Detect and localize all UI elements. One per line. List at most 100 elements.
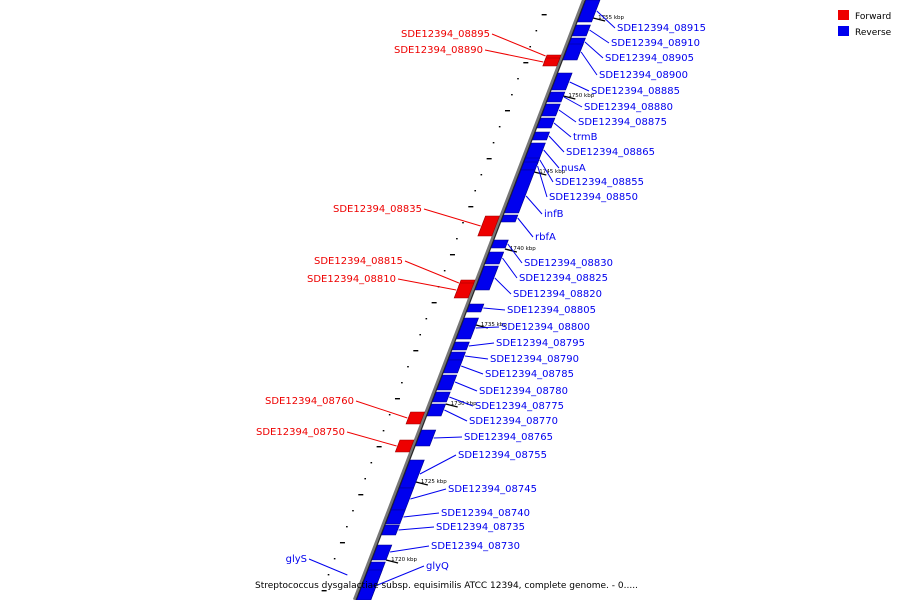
gene-arrow-SDE12394_08875[interactable] bbox=[541, 103, 561, 117]
gene-arrow-SDE12394_08765[interactable] bbox=[415, 429, 437, 447]
gene-label-SDE12394_08735[interactable]: SDE12394_08735 bbox=[398, 522, 525, 533]
gene-arrow-SDE12394_08810[interactable] bbox=[453, 282, 475, 299]
gene-label-SDE12394_08820[interactable]: SDE12394_08820 bbox=[494, 277, 602, 300]
gene-feature-SDE12394_08735[interactable] bbox=[381, 524, 400, 536]
gene-arrow-SDE12394_08820[interactable] bbox=[474, 265, 499, 291]
gene-feature-SDE12394_08770[interactable] bbox=[426, 403, 447, 417]
gene-label-text[interactable]: rbfA bbox=[535, 232, 556, 243]
gene-label-text[interactable]: SDE12394_08865 bbox=[566, 147, 655, 158]
gene-arrow-SDE12394_08915[interactable] bbox=[577, 0, 601, 23]
gene-label-text[interactable]: SDE12394_08760 bbox=[265, 396, 354, 407]
gene-arrow-SDE12394_08730[interactable] bbox=[371, 544, 393, 561]
gene-label-text[interactable]: SDE12394_08775 bbox=[475, 401, 564, 412]
gene-feature-SDE12394_08800[interactable] bbox=[456, 317, 479, 340]
gene-arrow-SDE12394_08890[interactable] bbox=[542, 57, 561, 67]
gene-feature-SDE12394_08760[interactable] bbox=[405, 411, 426, 425]
gene-arrow-SDE12394_08830[interactable] bbox=[490, 239, 509, 249]
gene-label-SDE12394_08755[interactable]: SDE12394_08755 bbox=[419, 450, 547, 475]
gene-feature-SDE12394_08730[interactable] bbox=[371, 544, 393, 561]
gene-label-text[interactable]: SDE12394_08895 bbox=[401, 29, 490, 40]
gene-feature-SDE12394_08790[interactable] bbox=[448, 351, 466, 361]
gene-label-SDE12394_08855[interactable]: SDE12394_08855 bbox=[539, 159, 644, 188]
gene-label-glyQ[interactable]: glyQ bbox=[377, 561, 450, 586]
gene-feature-SDE12394_08780[interactable] bbox=[436, 374, 458, 391]
gene-feature-glyQ[interactable] bbox=[356, 569, 383, 600]
gene-feature-SDE12394_08810[interactable] bbox=[453, 282, 475, 299]
gene-label-text[interactable]: SDE12394_08830 bbox=[524, 258, 613, 269]
gene-label-text[interactable]: nusA bbox=[561, 163, 586, 174]
gene-label-SDE12394_08730[interactable]: SDE12394_08730 bbox=[390, 541, 520, 553]
gene-feature-SDE12394_08890[interactable] bbox=[542, 57, 561, 67]
gene-label-text[interactable]: glyS bbox=[286, 554, 307, 565]
gene-label-SDE12394_08850[interactable]: SDE12394_08850 bbox=[537, 165, 638, 203]
gene-feature-rbfA[interactable] bbox=[500, 214, 519, 223]
gene-label-SDE12394_08910[interactable]: SDE12394_08910 bbox=[589, 29, 700, 49]
gene-arrow-glyQ[interactable] bbox=[356, 569, 383, 600]
gene-arrow-SDE12394_08900[interactable] bbox=[562, 43, 584, 61]
gene-arrow-SDE12394_08790[interactable] bbox=[448, 351, 466, 361]
gene-feature-SDE12394_08765[interactable] bbox=[415, 429, 437, 447]
gene-feature-SDE12394_08835[interactable] bbox=[477, 215, 500, 237]
gene-arrow-SDE12394_08795[interactable] bbox=[451, 341, 470, 351]
gene-feature-SDE12394_08910[interactable] bbox=[571, 24, 591, 37]
gene-feature-SDE12394_08900[interactable] bbox=[562, 43, 584, 61]
gene-arrow-SDE12394_08785[interactable] bbox=[443, 359, 463, 374]
gene-arrow-SDE12394_08800[interactable] bbox=[456, 317, 479, 340]
gene-label-text[interactable]: SDE12394_08770 bbox=[469, 416, 558, 427]
gene-label-SDE12394_08780[interactable]: SDE12394_08780 bbox=[454, 381, 568, 397]
gene-feature-SDE12394_08875[interactable] bbox=[541, 103, 561, 117]
gene-label-text[interactable]: SDE12394_08875 bbox=[578, 117, 667, 128]
gene-label-text[interactable]: SDE12394_08825 bbox=[519, 273, 608, 284]
gene-label-SDE12394_08775[interactable]: SDE12394_08775 bbox=[449, 396, 564, 412]
gene-label-text[interactable]: SDE12394_08795 bbox=[496, 338, 585, 349]
gene-label-text[interactable]: SDE12394_08915 bbox=[617, 23, 706, 34]
gene-label-text[interactable]: SDE12394_08790 bbox=[490, 354, 579, 365]
gene-label-SDE12394_08785[interactable]: SDE12394_08785 bbox=[461, 365, 574, 380]
gene-arrow-SDE12394_08850[interactable] bbox=[520, 161, 539, 171]
gene-label-text[interactable]: SDE12394_08755 bbox=[458, 450, 547, 461]
gene-label-text[interactable]: SDE12394_08885 bbox=[591, 86, 680, 97]
gene-arrow-SDE12394_08910[interactable] bbox=[571, 24, 591, 37]
gene-label-text[interactable]: SDE12394_08820 bbox=[513, 289, 602, 300]
gene-arrow-SDE12394_08760[interactable] bbox=[405, 411, 426, 425]
gene-label-text[interactable]: SDE12394_08910 bbox=[611, 38, 700, 49]
gene-feature-SDE12394_08805[interactable] bbox=[466, 303, 485, 313]
gene-label-text[interactable]: SDE12394_08815 bbox=[314, 256, 403, 267]
gene-label-text[interactable]: SDE12394_08730 bbox=[431, 541, 520, 552]
gene-feature-SDE12394_08850[interactable] bbox=[520, 161, 539, 171]
gene-label-text[interactable]: SDE12394_08750 bbox=[256, 427, 345, 438]
gene-label-text[interactable]: SDE12394_08735 bbox=[436, 522, 525, 533]
gene-label-text[interactable]: SDE12394_08905 bbox=[605, 53, 694, 64]
gene-arrow-SDE12394_08835[interactable] bbox=[477, 215, 500, 237]
gene-label-text[interactable]: SDE12394_08800 bbox=[501, 322, 590, 333]
gene-arrow-SDE12394_08880[interactable] bbox=[546, 91, 566, 103]
gene-label-SDE12394_08815[interactable]: SDE12394_08815 bbox=[314, 256, 460, 284]
gene-arrow-SDE12394_08735[interactable] bbox=[381, 524, 400, 536]
gene-label-SDE12394_08915[interactable]: SDE12394_08915 bbox=[596, 10, 706, 34]
gene-feature-SDE12394_08880[interactable] bbox=[546, 91, 566, 103]
gene-arrow-SDE12394_08770[interactable] bbox=[426, 403, 447, 417]
gene-label-text[interactable]: infB bbox=[544, 209, 564, 220]
gene-label-text[interactable]: SDE12394_08835 bbox=[333, 204, 422, 215]
gene-feature-trmB[interactable] bbox=[536, 117, 556, 129]
gene-label-SDE12394_08880[interactable]: SDE12394_08880 bbox=[563, 96, 673, 113]
gene-feature-SDE12394_08820[interactable] bbox=[474, 265, 499, 291]
gene-feature-SDE12394_08775[interactable] bbox=[432, 391, 451, 403]
gene-label-SDE12394_08895[interactable]: SDE12394_08895 bbox=[401, 29, 546, 57]
gene-label-text[interactable]: SDE12394_08805 bbox=[507, 305, 596, 316]
gene-label-SDE12394_08765[interactable]: SDE12394_08765 bbox=[433, 432, 553, 443]
gene-label-SDE12394_08865[interactable]: SDE12394_08865 bbox=[548, 135, 655, 158]
gene-label-text[interactable]: trmB bbox=[573, 132, 598, 143]
gene-label-SDE12394_08810[interactable]: SDE12394_08810 bbox=[307, 274, 457, 291]
gene-arrow-infB[interactable] bbox=[504, 169, 536, 214]
gene-label-text[interactable]: SDE12394_08855 bbox=[555, 177, 644, 188]
gene-arrow-SDE12394_08775[interactable] bbox=[432, 391, 451, 403]
gene-label-SDE12394_08740[interactable]: SDE12394_08740 bbox=[403, 508, 530, 519]
gene-feature-SDE12394_08885[interactable] bbox=[551, 72, 573, 91]
gene-label-SDE12394_08875[interactable]: SDE12394_08875 bbox=[558, 109, 667, 128]
gene-label-text[interactable]: SDE12394_08810 bbox=[307, 274, 396, 285]
gene-label-SDE12394_08885[interactable]: SDE12394_08885 bbox=[569, 81, 680, 97]
gene-label-SDE12394_08750[interactable]: SDE12394_08750 bbox=[256, 427, 397, 447]
gene-label-SDE12394_08745[interactable]: SDE12394_08745 bbox=[410, 484, 537, 500]
gene-label-text[interactable]: SDE12394_08890 bbox=[394, 45, 483, 56]
